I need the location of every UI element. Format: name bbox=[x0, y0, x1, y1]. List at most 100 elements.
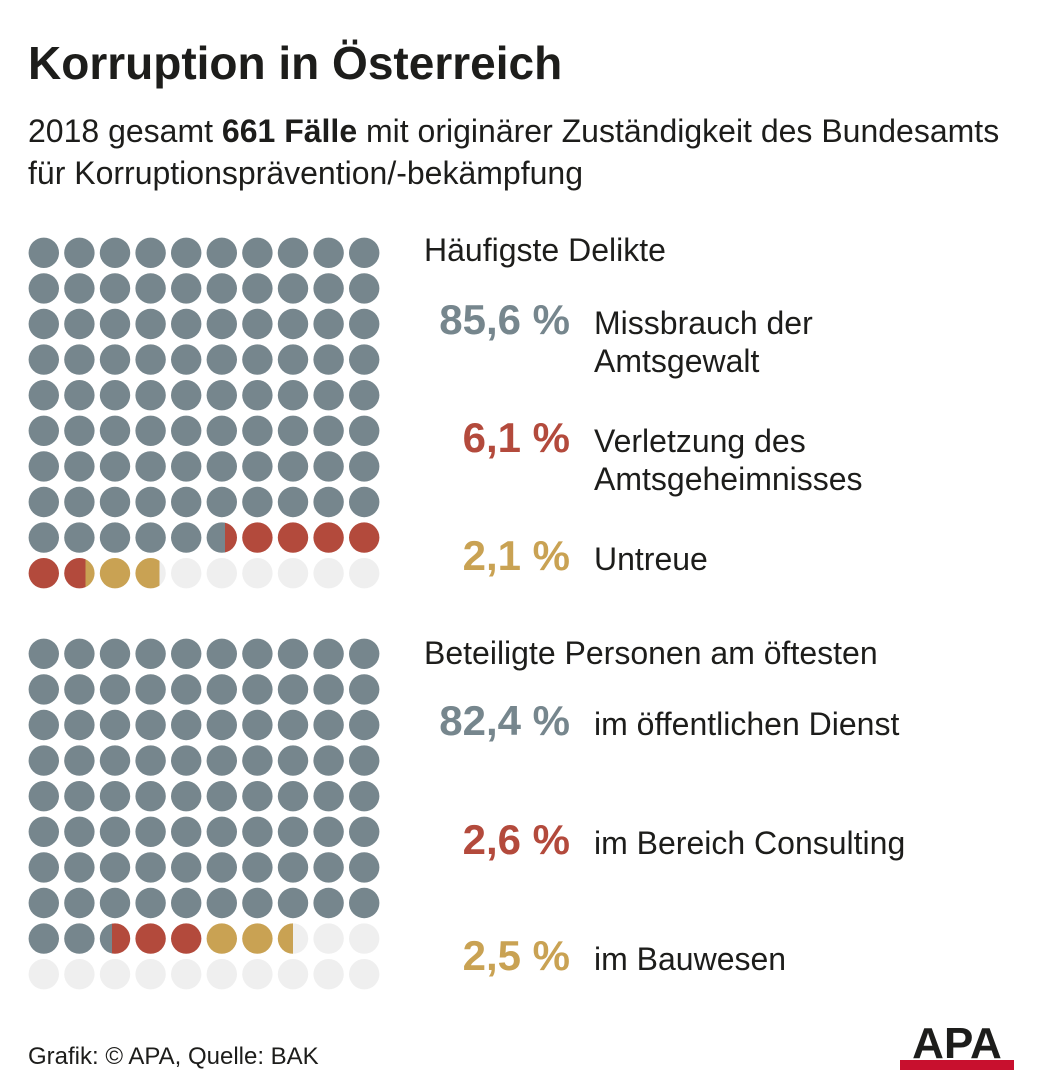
subtitle-post: mit originärer Zuständigkeit des Bundesa… bbox=[28, 113, 1000, 191]
waffle-dot bbox=[171, 308, 202, 340]
waffle-dot bbox=[28, 415, 59, 446]
waffle-dot bbox=[64, 451, 95, 482]
subtitle-pre: 2018 gesamt bbox=[28, 113, 222, 149]
waffle-dot bbox=[64, 745, 95, 776]
waffle-dot bbox=[242, 522, 273, 553]
waffle-dot bbox=[349, 344, 380, 375]
waffle-dot bbox=[277, 344, 309, 375]
waffle-dot bbox=[277, 781, 309, 812]
waffle-dot bbox=[28, 781, 59, 812]
waffle-dot bbox=[242, 959, 273, 990]
waffle-dot bbox=[171, 709, 202, 741]
waffle-dot bbox=[206, 709, 237, 741]
waffle-dot bbox=[313, 923, 344, 954]
waffle-dot bbox=[64, 816, 95, 847]
waffle-dot bbox=[99, 451, 131, 482]
waffle-dot bbox=[99, 781, 131, 812]
waffle-dot bbox=[99, 745, 131, 776]
waffle-dot bbox=[313, 674, 344, 705]
waffle-dot bbox=[277, 273, 309, 304]
chart-title: Korruption in Österreich bbox=[28, 37, 563, 89]
waffle-dot bbox=[99, 816, 131, 847]
waffle-dot bbox=[64, 344, 95, 375]
waffle-dot bbox=[171, 638, 202, 669]
waffle-dot bbox=[242, 415, 273, 446]
waffle-dot bbox=[313, 522, 344, 553]
waffle-dot bbox=[28, 344, 59, 375]
waffle-dot bbox=[171, 380, 202, 411]
section-title-personen: Beteiligte Personen am öftesten bbox=[424, 635, 878, 671]
waffle-dot bbox=[242, 380, 273, 411]
waffle-dot bbox=[313, 558, 344, 589]
waffle-dot bbox=[99, 415, 131, 446]
waffle-dot bbox=[313, 816, 344, 847]
waffle-dot bbox=[242, 709, 273, 741]
waffle-dot bbox=[135, 415, 166, 446]
waffle-dot bbox=[313, 380, 344, 411]
waffle-dot bbox=[135, 781, 166, 812]
waffle-dot bbox=[135, 380, 166, 411]
waffle-dot bbox=[171, 674, 202, 705]
waffle-dot bbox=[313, 959, 344, 990]
waffle-dot bbox=[28, 486, 59, 518]
waffle-dot bbox=[242, 344, 273, 375]
waffle-dot bbox=[206, 558, 237, 589]
waffle-dot bbox=[64, 674, 95, 705]
waffle-dot bbox=[64, 380, 95, 411]
waffle-dot bbox=[242, 273, 273, 304]
waffle-dot bbox=[313, 451, 344, 482]
waffle-dot bbox=[135, 923, 166, 954]
waffle-dot bbox=[64, 638, 95, 669]
waffle-dot bbox=[349, 745, 380, 776]
waffle-dot bbox=[64, 781, 95, 812]
waffle-dot bbox=[206, 887, 237, 919]
waffle-dot bbox=[349, 852, 380, 883]
waffle-dot bbox=[135, 638, 166, 669]
waffle-dot bbox=[349, 380, 380, 411]
waffle-dot bbox=[277, 522, 309, 553]
waffle-dot bbox=[99, 273, 131, 304]
apa-logo: APA bbox=[900, 1019, 1014, 1077]
category-label-consulting: im Bereich Consulting bbox=[594, 825, 906, 861]
waffle-dot bbox=[349, 887, 380, 919]
waffle-dot bbox=[206, 451, 237, 482]
waffle-dot bbox=[64, 923, 95, 954]
waffle-grid-personen bbox=[26, 636, 382, 992]
waffle-dot bbox=[277, 816, 309, 847]
waffle-dot bbox=[277, 451, 309, 482]
waffle-dot bbox=[64, 486, 95, 518]
waffle-dot bbox=[242, 923, 273, 954]
waffle-dot bbox=[277, 415, 309, 446]
waffle-dot bbox=[313, 638, 344, 669]
waffle-dot bbox=[349, 558, 380, 589]
waffle-dot bbox=[242, 781, 273, 812]
waffle-dot bbox=[242, 308, 273, 340]
waffle-dot bbox=[171, 486, 202, 518]
apa-logo-mark: APA bbox=[900, 1019, 1014, 1070]
waffle-dot bbox=[99, 308, 131, 340]
waffle-dot bbox=[277, 709, 309, 741]
waffle-dot bbox=[206, 237, 237, 268]
waffle-dot bbox=[349, 522, 380, 553]
waffle-dot bbox=[242, 887, 273, 919]
waffle-dot bbox=[99, 638, 131, 669]
waffle-dot bbox=[135, 308, 166, 340]
waffle-dot bbox=[64, 852, 95, 883]
waffle-dot bbox=[64, 308, 95, 340]
waffle-dot bbox=[277, 558, 309, 589]
waffle-dot bbox=[28, 816, 59, 847]
waffle-dot bbox=[206, 852, 237, 883]
waffle-dot bbox=[135, 451, 166, 482]
waffle-dot bbox=[349, 674, 380, 705]
waffle-dot bbox=[277, 486, 309, 518]
waffle-dot bbox=[277, 308, 309, 340]
waffle-dot bbox=[171, 273, 202, 304]
waffle-dot bbox=[28, 745, 59, 776]
waffle-dot bbox=[64, 959, 95, 990]
waffle-dot bbox=[171, 522, 202, 553]
waffle-dot bbox=[64, 887, 95, 919]
waffle-dot bbox=[206, 781, 237, 812]
waffle-dot bbox=[313, 308, 344, 340]
subtitle-bold: 661 Fälle bbox=[221, 113, 358, 149]
waffle-dot bbox=[206, 816, 237, 847]
